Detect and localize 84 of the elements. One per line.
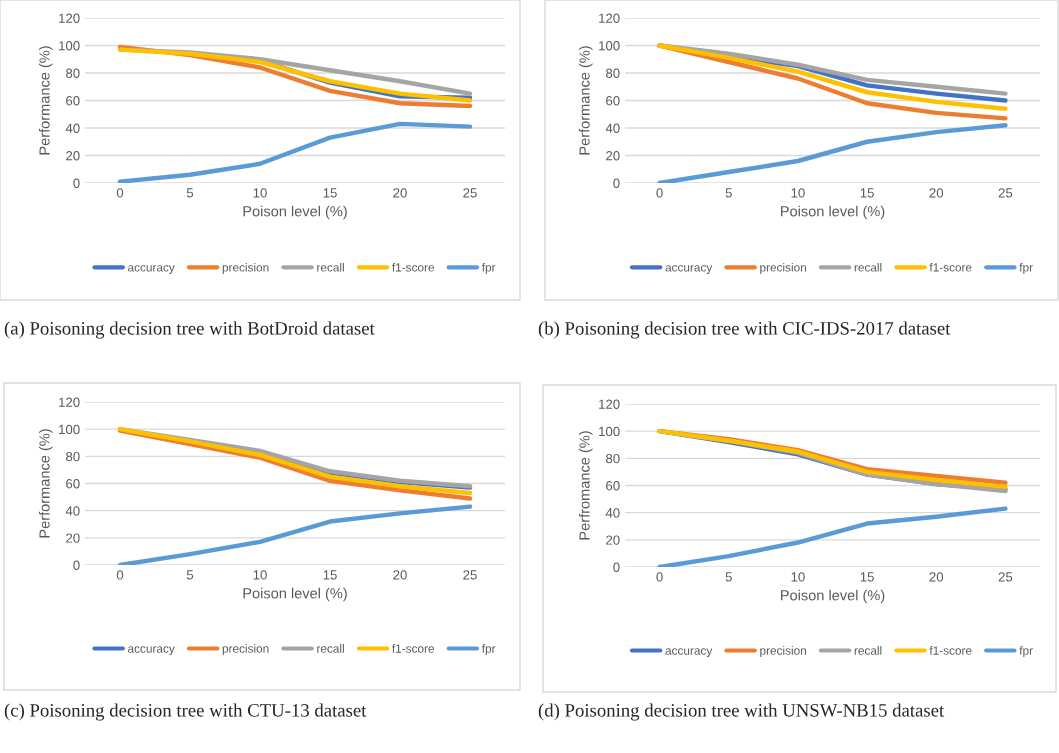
y-axis-title: Performance (%) [38,46,53,155]
x-tick-label: 5 [186,570,194,580]
y-axis-title: Performance (%) [38,429,53,538]
legend-label: precision [222,262,269,274]
y-tick-label: 20 [66,151,80,161]
x-tick-label: 25 [463,188,477,198]
x-axis-title: Poison level (%) [781,589,885,604]
legend-label: precision [222,644,269,656]
x-tick-label: 5 [186,188,194,198]
text: (b) Poisoning decision tree with CIC-IDS-2017 dataset [538,321,951,339]
legend-label: accuracy [665,648,713,658]
legend-label: f1-score [392,644,435,653]
y-tick-label: 20 [606,535,620,545]
y-tick-label: 60 [66,96,80,106]
y-axis-title: Performance (%) [578,46,593,155]
y-tick-label: 60 [606,481,620,491]
y-tick-label: 100 [59,424,80,435]
x-tick-label: 10 [253,570,267,580]
y-tick-label: 120 [599,399,620,409]
y-tick-label: 0 [613,562,620,572]
x-tick-label: 15 [323,188,337,198]
legend-label: recall [317,644,344,653]
legend-label: recall [317,262,344,272]
x-tick-label: 10 [791,188,805,198]
text: (d) Poisoning decision tree with UNSW-NB15 dataset [538,703,945,721]
x-axis-title: Poison level (%) [781,205,885,220]
x-tick-label: 15 [860,572,874,582]
y-tick-label: 20 [606,151,620,161]
y-tick-label: 40 [65,123,80,133]
x-tick-label: 20 [929,572,944,582]
legend-label: fpr [481,262,496,274]
y-tick-label: 100 [599,41,620,51]
y-tick-label: 80 [606,68,620,78]
x-tick-label: 25 [463,570,477,580]
x-tick-label: 15 [323,570,337,580]
y-tick-label: 0 [73,560,80,570]
legend-label: fpr [1019,262,1033,274]
x-tick-label: 20 [393,570,407,580]
y-tick-label: 60 [66,479,80,489]
y-tick-label: 80 [66,68,80,78]
x-tick-label: 5 [725,188,732,198]
text: (c) Poisoning decision tree with CTU-13 dataset [4,703,367,721]
legend-label: recall [854,646,882,655]
x-tick-label: 0 [656,188,663,198]
y-tick-label: 120 [59,13,80,23]
y-tick-label: 20 [66,533,80,543]
y-tick-label: 80 [606,453,620,464]
legend-label: accuracy [128,265,175,274]
y-tick-label: 60 [606,96,620,106]
legend-label: recall [854,262,882,272]
y-tick-label: 40 [605,508,620,518]
x-axis-title: Poison level (%) [243,205,347,220]
y-tick-label: 0 [73,178,80,188]
y-tick-label: 120 [59,397,80,407]
x-tick-label: 15 [860,188,874,198]
legend-label: f1-score [929,646,972,655]
legend-label: fpr [1019,646,1033,658]
x-tick-label: 0 [656,572,663,582]
legend-label: accuracy [665,265,713,274]
y-axis-title: Perfromance (%) [578,431,593,540]
y-tick-label: 0 [613,178,620,188]
y-tick-label: 100 [59,41,80,51]
x-tick-label: 0 [116,188,124,198]
x-tick-label: 25 [998,572,1013,582]
y-tick-label: 120 [599,13,620,23]
x-tick-label: 20 [929,188,944,198]
x-tick-label: 20 [393,188,407,198]
y-tick-label: 80 [66,451,80,462]
y-tick-label: 100 [599,426,620,437]
legend-label: fpr [481,644,496,656]
x-tick-label: 10 [791,572,805,582]
legend-label: precision [760,646,806,658]
y-tick-label: 40 [605,123,620,133]
legend-label: f1-score [392,262,435,272]
legend-label: f1-score [929,262,972,272]
text: (a) Poisoning decision tree with BotDroid dataset [4,321,375,339]
x-tick-label: 5 [725,572,732,582]
x-axis-title: Poison level (%) [243,587,347,602]
legend-label: accuracy [128,646,175,656]
y-tick-label: 40 [65,506,80,516]
x-tick-label: 25 [998,188,1013,198]
x-tick-label: 0 [116,570,124,580]
legend-label: precision [760,262,806,274]
x-tick-label: 10 [253,188,267,198]
